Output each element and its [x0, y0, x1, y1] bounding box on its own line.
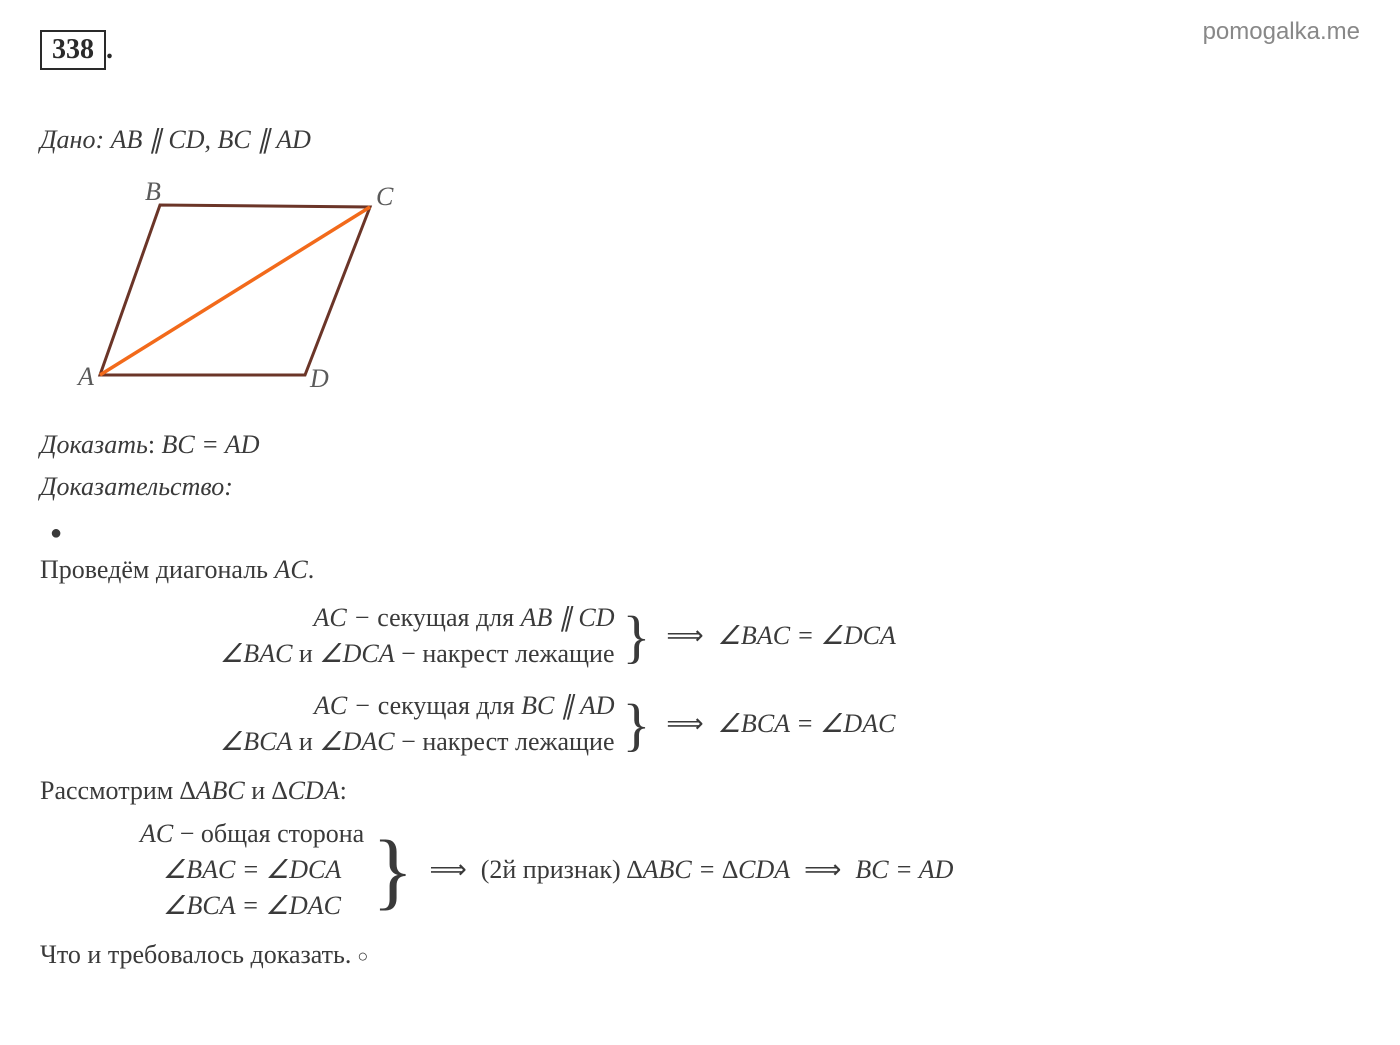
- deriv3-line1: AC − общая сторона: [140, 816, 364, 852]
- given-expr: AB ∥ CD, BC ∥ AD: [111, 125, 311, 154]
- deriv1-line2: ∠BAC и ∠DCA − накрест лежащие: [220, 636, 615, 672]
- brace-icon: }: [623, 710, 651, 739]
- deriv1-result: ∠BAC = ∠DCA: [718, 621, 896, 651]
- prove-colon: :: [148, 430, 162, 459]
- deriv2-result: ∠BCA = ∠DAC: [718, 709, 896, 739]
- diagram-svg: B C A D: [70, 175, 400, 405]
- qed-marker-icon: ○: [357, 946, 368, 966]
- deriv1-line1: AC − секущая для AB ∥ CD: [313, 600, 614, 636]
- diagonal-ac: [100, 207, 370, 375]
- derivation-3: AC − общая сторона ∠BAC = ∠DCA ∠BCA = ∠D…: [140, 816, 1360, 925]
- implies-icon: ⟹: [666, 621, 703, 651]
- deriv2-premises: AC − секущая для BC ∥ AD ∠BCA и ∠DAC − н…: [220, 688, 615, 761]
- problem-number: 338: [40, 30, 106, 70]
- implies-icon: ⟹: [666, 709, 703, 739]
- given-colon: :: [95, 125, 110, 154]
- label-a: A: [76, 362, 94, 391]
- given-line: Дано: AB ∥ CD, BC ∥ AD: [40, 125, 1360, 155]
- proof-step1: Проведём диагональ AC.: [40, 555, 1360, 585]
- derivation-2: AC − секущая для BC ∥ AD ∠BCA и ∠DAC − н…: [220, 688, 1360, 761]
- qed-line: Что и требовалось доказать. ○: [40, 940, 1360, 970]
- label-d: D: [309, 364, 329, 393]
- problem-header: 338.: [40, 30, 1360, 70]
- parallelogram-diagram: B C A D: [70, 175, 1360, 410]
- implies-icon: ⟹: [804, 855, 841, 885]
- step1-text: Проведём диагональ AC.: [40, 555, 314, 584]
- deriv2-line1: AC − секущая для BC ∥ AD: [314, 688, 615, 724]
- consider-triangles: Рассмотрим ∆ABC и ∆CDA:: [40, 776, 1360, 806]
- brace-icon: }: [372, 853, 413, 887]
- deriv3-line2: ∠BAC = ∠DCA: [163, 852, 341, 888]
- prove-expr: BC = AD: [162, 430, 260, 459]
- derivation-1: AC − секущая для AB ∥ CD ∠BAC и ∠DCA − н…: [220, 600, 1360, 673]
- deriv3-premises: AC − общая сторона ∠BAC = ∠DCA ∠BCA = ∠D…: [140, 816, 364, 925]
- deriv3-line3: ∠BCA = ∠DAC: [163, 888, 341, 924]
- deriv2-line2: ∠BCA и ∠DAC − накрест лежащие: [220, 724, 615, 760]
- label-c: C: [376, 182, 394, 211]
- brace-icon: }: [623, 622, 651, 651]
- label-b: B: [145, 177, 161, 206]
- consider-tri1: ∆ABC: [180, 776, 245, 805]
- deriv3-end: BC = AD: [855, 855, 953, 885]
- proof-label: Доказательство:: [40, 472, 1360, 502]
- prove-line: Доказать: BC = AD: [40, 430, 1360, 460]
- deriv1-premises: AC − секущая для AB ∥ CD ∠BAC и ∠DCA − н…: [220, 600, 615, 673]
- deriv3-mid: ∆ABC = ∆CDA: [627, 855, 790, 885]
- qed-text: Что и требовалось доказать.: [40, 940, 351, 969]
- consider-tri2: ∆CDA: [272, 776, 340, 805]
- deriv3-prefix: (2й признак): [481, 855, 621, 885]
- given-label: Дано: [40, 125, 95, 154]
- problem-number-dot: .: [106, 34, 113, 65]
- bullet-marker: ●: [50, 522, 1360, 545]
- watermark: pomogalka.me: [1203, 18, 1360, 46]
- implies-icon: ⟹: [429, 855, 466, 885]
- consider-mid: и: [245, 776, 272, 805]
- consider-text: Рассмотрим: [40, 776, 180, 805]
- consider-colon: :: [340, 776, 347, 805]
- prove-label: Доказать: [40, 430, 148, 459]
